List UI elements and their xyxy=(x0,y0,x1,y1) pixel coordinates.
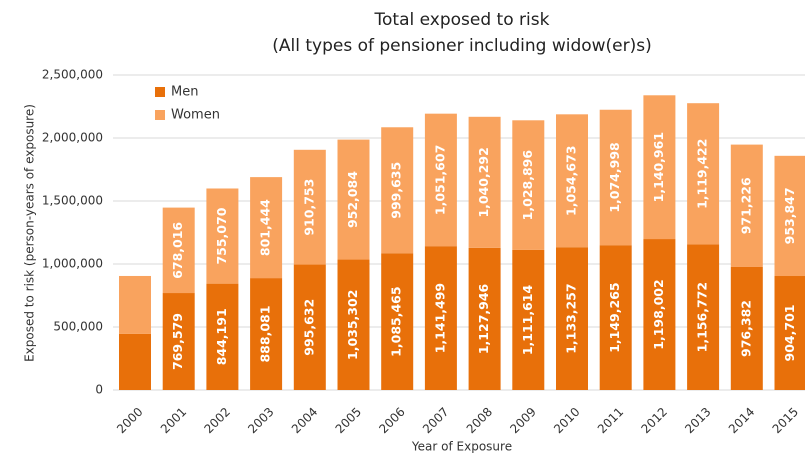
legend-label: Men xyxy=(171,85,198,100)
value-label: 888,081 xyxy=(258,306,273,363)
chart-subtitle: (All types of pensioner including widow(… xyxy=(272,36,652,56)
bar-segment xyxy=(250,278,283,390)
bar-segment xyxy=(206,188,239,284)
value-label: 1,040,292 xyxy=(476,147,491,217)
value-label: 1,054,673 xyxy=(564,146,579,216)
bar-segment xyxy=(599,109,632,246)
value-label: 976,382 xyxy=(738,300,753,357)
bar-segment xyxy=(162,293,195,390)
bar-segment xyxy=(162,207,195,294)
bar-segment xyxy=(512,249,545,390)
x-tick-label: 2006 xyxy=(376,405,407,436)
bar-segment xyxy=(599,245,632,390)
value-label: 755,070 xyxy=(214,207,229,264)
value-label: 971,226 xyxy=(738,177,753,234)
x-tick-label: 2003 xyxy=(245,405,276,436)
value-label: 1,149,265 xyxy=(607,282,622,352)
y-tick-label: 1,500,000 xyxy=(42,194,103,208)
value-label: 1,074,998 xyxy=(607,142,622,212)
x-tick-label: 2002 xyxy=(201,405,232,436)
value-label: 1,035,302 xyxy=(345,290,360,360)
bar-segment xyxy=(424,113,457,247)
bar-segment xyxy=(206,283,239,390)
x-tick-label: 2008 xyxy=(464,405,495,436)
value-label: 1,133,257 xyxy=(564,283,579,353)
bar-segment xyxy=(119,333,151,390)
value-label: 678,016 xyxy=(170,222,185,279)
x-tick-label: 2013 xyxy=(682,405,713,436)
value-label: 1,156,772 xyxy=(695,282,710,352)
value-label: 1,141,499 xyxy=(432,283,447,353)
bar-segment xyxy=(556,114,588,248)
value-label: 953,847 xyxy=(782,187,797,244)
bar-segment xyxy=(643,95,676,240)
value-label: 1,051,607 xyxy=(432,145,447,215)
value-label: 1,198,002 xyxy=(651,279,666,349)
value-label: 910,753 xyxy=(301,179,316,236)
bar-segment xyxy=(468,116,501,248)
x-tick-label: 2000 xyxy=(114,405,145,436)
bar-segment xyxy=(512,120,545,250)
x-tick-label: 2007 xyxy=(420,405,451,436)
x-tick-label: 2009 xyxy=(507,405,538,436)
bar-segment xyxy=(774,276,805,390)
x-tick-label: 2011 xyxy=(595,405,626,436)
bar-segment xyxy=(337,139,370,260)
y-tick-label: 1,000,000 xyxy=(42,257,103,271)
y-axis-label: Exposed to risk (person-years of exposur… xyxy=(23,104,37,362)
bar-segment xyxy=(687,244,720,390)
bar-segment xyxy=(730,144,763,267)
bar-segment xyxy=(293,149,326,265)
value-label: 769,579 xyxy=(170,313,185,370)
legend-swatch xyxy=(155,87,165,97)
bar-segment xyxy=(293,264,326,390)
y-tick-label: 0 xyxy=(95,383,103,397)
chart-title: Total exposed to risk xyxy=(374,10,550,30)
x-tick-label: 2012 xyxy=(638,405,669,436)
bar-segment xyxy=(381,253,414,390)
value-label: 1,127,946 xyxy=(476,283,491,354)
x-tick-label: 2001 xyxy=(158,405,189,436)
y-tick-label: 2,000,000 xyxy=(42,131,103,145)
value-label: 995,632 xyxy=(301,299,316,356)
value-label: 999,635 xyxy=(389,162,404,219)
bar-segment xyxy=(381,127,414,254)
value-label: 952,084 xyxy=(345,171,360,228)
x-tick-label: 2010 xyxy=(551,405,582,436)
value-label: 904,701 xyxy=(782,305,797,362)
bar-segment xyxy=(556,247,588,390)
bar-segment xyxy=(119,275,151,334)
bar-segment xyxy=(250,177,283,279)
y-tick-label: 2,500,000 xyxy=(42,68,103,82)
value-label: 844,191 xyxy=(214,308,229,365)
value-label: 1,111,614 xyxy=(520,284,535,355)
x-tick-label: 2004 xyxy=(289,405,320,436)
value-label: 1,028,896 xyxy=(520,150,535,221)
y-tick-label: 500,000 xyxy=(53,320,103,334)
x-tick-label: 2015 xyxy=(770,405,801,436)
x-axis-label: Year of Exposure xyxy=(411,440,512,454)
value-label: 801,444 xyxy=(258,199,273,256)
x-tick-label: 2005 xyxy=(333,405,364,436)
value-label: 1,140,961 xyxy=(651,132,666,202)
value-label: 1,119,422 xyxy=(695,139,710,209)
bar-segment xyxy=(687,103,720,245)
x-tick-label: 2014 xyxy=(726,405,757,436)
value-label: 1,085,465 xyxy=(389,286,404,356)
bar-segment xyxy=(468,247,501,390)
legend-label: Women xyxy=(171,108,220,123)
bar-segment xyxy=(774,155,805,277)
bar-segment xyxy=(643,239,676,390)
legend-swatch xyxy=(155,110,165,120)
bar-segment xyxy=(424,246,457,390)
bar-segment xyxy=(337,259,370,390)
bar-segment xyxy=(730,266,763,390)
